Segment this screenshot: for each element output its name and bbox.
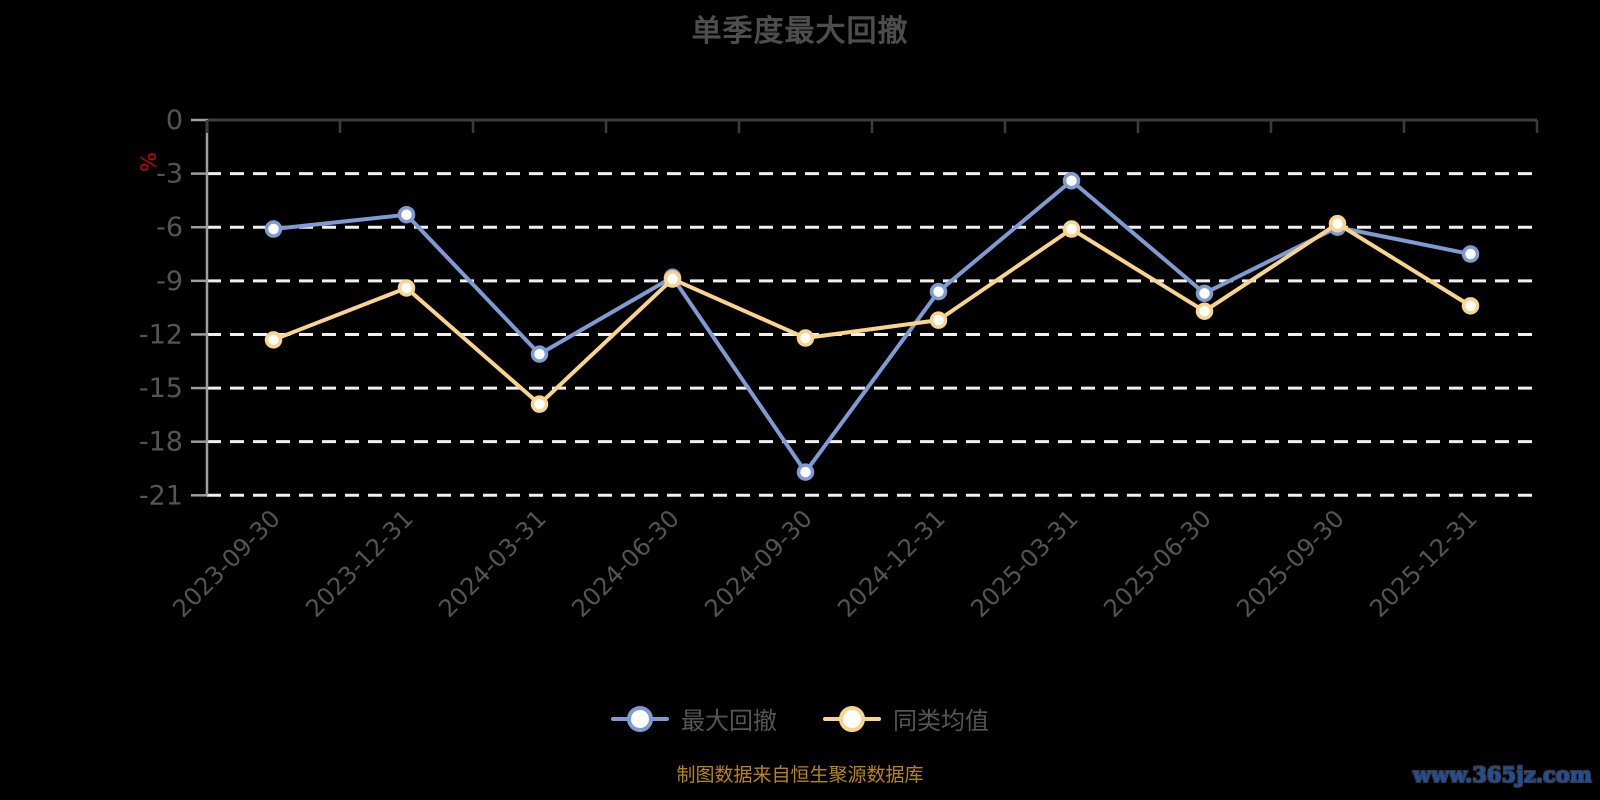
data-point-同类均值-2025-09-30 bbox=[1328, 214, 1347, 233]
data-point-最大回撤-2025-03-31 bbox=[1062, 172, 1081, 190]
data-point-最大回撤-2024-09-30 bbox=[796, 463, 815, 481]
legend-label: 同类均值 bbox=[893, 707, 989, 735]
legend-item-max-drawdown[interactable]: 最大回撤 bbox=[611, 701, 777, 736]
watermark-link[interactable]: www.365jz.com bbox=[1412, 762, 1592, 787]
legend-dot-swatch bbox=[839, 705, 865, 732]
data-point-同类均值-2024-03-31 bbox=[530, 395, 549, 413]
y-tick-label: -18 bbox=[139, 427, 183, 458]
y-tick-label: 0 bbox=[166, 105, 183, 136]
data-point-同类均值-2023-12-31 bbox=[397, 279, 416, 297]
x-tick-label: 2023-09-30 bbox=[167, 504, 285, 622]
data-point-最大回撤-2025-12-31 bbox=[1461, 245, 1480, 263]
x-tick-label: 2023-12-31 bbox=[300, 504, 418, 622]
data-point-同类均值-2024-09-30 bbox=[796, 329, 815, 347]
x-tick-label: 2025-06-30 bbox=[1098, 504, 1216, 622]
data-point-同类均值-2024-06-30 bbox=[663, 270, 682, 288]
y-tick-label: -9 bbox=[156, 266, 183, 297]
chart-legend: 最大回撤 同类均值 bbox=[0, 701, 1600, 736]
data-point-同类均值-2023-09-30 bbox=[264, 331, 283, 349]
x-tick-label: 2025-12-31 bbox=[1364, 504, 1482, 622]
y-tick-label: -21 bbox=[139, 480, 183, 511]
data-source-note: 制图数据来自恒生聚源数据库 bbox=[676, 764, 924, 786]
y-axis-unit-label: % bbox=[137, 152, 161, 172]
x-tick-label: 2024-12-31 bbox=[832, 504, 950, 622]
data-point-最大回撤-2023-09-30 bbox=[264, 220, 283, 238]
line-marker-icon bbox=[823, 705, 881, 732]
x-tick-label: 2025-09-30 bbox=[1231, 504, 1349, 622]
y-tick-label: -3 bbox=[156, 159, 183, 190]
y-tick-label: -15 bbox=[139, 373, 183, 404]
data-point-最大回撤-2025-06-30 bbox=[1195, 284, 1214, 303]
x-tick-label: 2024-03-31 bbox=[433, 504, 551, 622]
chart-title: 单季度最大回撤 bbox=[691, 14, 909, 49]
y-tick-label: -6 bbox=[156, 212, 183, 243]
x-tick-label: 2025-03-31 bbox=[965, 504, 1083, 622]
y-tick-label: -12 bbox=[139, 319, 183, 350]
x-tick-label: 2024-09-30 bbox=[699, 504, 817, 622]
data-point-同类均值-2025-03-31 bbox=[1062, 220, 1081, 238]
legend-label: 最大回撤 bbox=[681, 707, 777, 735]
data-point-最大回撤-2024-12-31 bbox=[929, 282, 948, 301]
line-marker-icon bbox=[611, 705, 669, 732]
series-line-同类均值 bbox=[271, 221, 1473, 407]
x-tick-label: 2024-06-30 bbox=[566, 504, 684, 622]
data-point-最大回撤-2023-12-31 bbox=[397, 205, 416, 224]
legend-dot-swatch bbox=[627, 705, 653, 732]
data-point-最大回撤-2024-03-31 bbox=[530, 345, 549, 363]
data-point-同类均值-2024-12-31 bbox=[929, 311, 948, 329]
data-point-同类均值-2025-06-30 bbox=[1195, 302, 1214, 320]
legend-item-category-average[interactable]: 同类均值 bbox=[823, 701, 989, 736]
data-point-同类均值-2025-12-31 bbox=[1461, 297, 1480, 315]
series-line-最大回撤 bbox=[271, 178, 1473, 475]
